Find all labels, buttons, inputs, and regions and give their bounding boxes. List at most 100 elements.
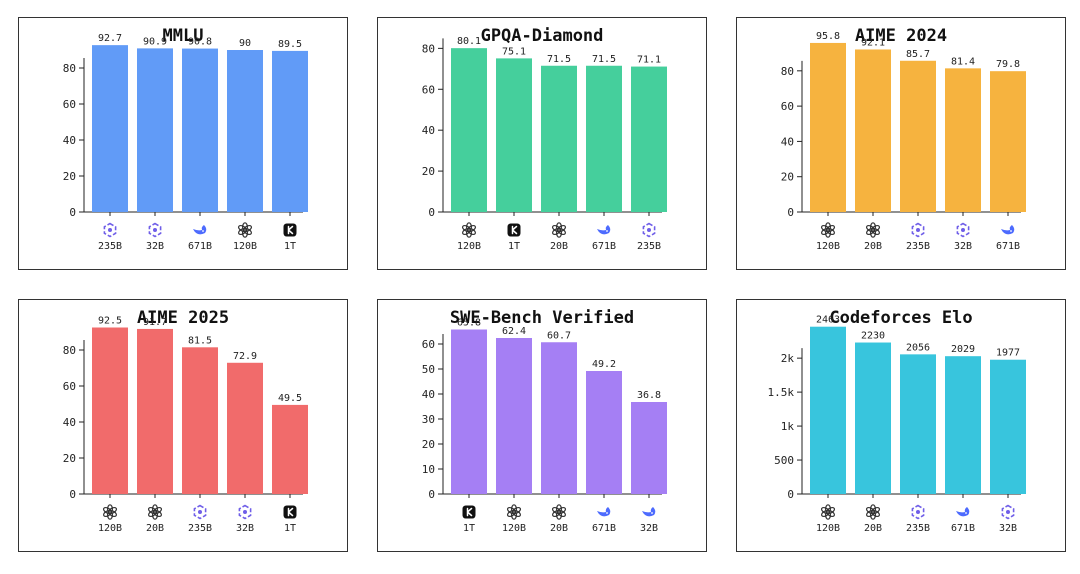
kimi-icon [283,223,297,237]
bar-235b [182,347,218,494]
data-label: 90.8 [188,37,212,48]
y-tick-label: 80 [63,62,76,75]
x-tick-label: 235B [906,241,930,252]
bar-120b [810,326,846,494]
openai-icon [820,504,836,520]
data-label: 81.5 [188,335,212,346]
y-tick-label: 0 [428,206,435,219]
data-label: 72.9 [233,351,257,362]
bar-32b [990,359,1026,494]
bar-1t [451,329,487,494]
chart-plot: 0 20 40 60 80 95.8 120B 92.1 20B 85.7 235B 81.4 32B 7… [781,31,1026,252]
x-tick-label: 32B [640,523,658,534]
qwen-icon [193,504,207,520]
bar-671b [182,48,218,212]
x-tick-label: 120B [816,523,840,534]
deepseek-icon [597,507,611,517]
y-tick-label: 0 [69,488,76,501]
y-tick-label: 2k [781,352,795,365]
data-label: 81.4 [951,56,975,67]
openai-icon [506,504,522,520]
bar-20b [541,342,577,494]
data-label: 60.7 [547,330,571,341]
y-tick-label: 1k [781,420,795,433]
data-label: 91.7 [143,317,167,328]
data-label: 2463 [816,315,840,326]
openai-icon [865,504,881,520]
data-label: 90.9 [143,36,167,47]
data-label: 49.5 [278,393,302,404]
y-tick-label: 20 [781,171,794,184]
y-tick-label: 80 [63,344,76,357]
x-tick-label: 32B [236,523,254,534]
chart-plot: 0 10 20 30 40 50 60 65.8 1T 62.4 120B 60.7 20B 49.2 67… [422,318,667,534]
bar-120b [810,42,846,212]
chart-panel-codeforces-elo: Codeforces Elo 0 500 1k 1.5k 2k 2463 120B 2230 2… [736,299,1066,552]
data-label: 92.1 [861,37,885,48]
y-tick-label: 80 [781,65,794,78]
bar-32b [945,68,981,212]
bar-671b [586,371,622,494]
openai-icon [461,222,477,238]
openai-icon [551,504,567,520]
data-label: 92.5 [98,316,122,327]
data-label: 75.1 [502,46,526,57]
bar-1t [272,50,308,213]
deepseek-icon [597,225,611,235]
qwen-icon [911,222,925,238]
y-tick-label: 10 [422,463,435,476]
y-tick-label: 30 [422,413,435,426]
data-label: 2056 [906,342,930,353]
chart-panel-gpqa-diamond: GPQA-Diamond 0 20 40 60 80 80.1 120B 75.1 1T 71.5… [377,17,707,270]
chart-title: AIME 2024 [854,26,948,46]
data-label: 1977 [996,348,1020,359]
bar-120b [227,50,263,212]
openai-icon [147,504,163,520]
chart-plot: 0 20 40 60 80 92.7 235B 90.9 32B 90.8 671B 90 120B 89… [63,33,308,252]
openai-icon [102,504,118,520]
x-tick-label: 20B [864,241,882,252]
x-tick-label: 235B [906,523,930,534]
qwen-icon [1001,504,1015,520]
data-label: 85.7 [906,49,930,60]
kimi-icon [507,223,521,237]
kimi-icon [283,505,297,519]
openai-icon [551,222,567,238]
data-label: 2230 [861,331,885,342]
bar-20b [855,49,891,213]
chart-title: MMLU [162,26,204,46]
qwen-icon [956,222,970,238]
data-label: 49.2 [592,359,616,370]
x-tick-label: 20B [550,241,568,252]
bar-20b [855,342,891,494]
chart-plot: 0 20 40 60 80 80.1 120B 75.1 1T 71.5 20B 71.5 671B 71… [422,36,667,252]
data-label: 80.1 [457,36,481,47]
x-tick-label: 120B [502,523,526,534]
chart-plot: 0 20 40 60 80 92.5 120B 91.7 20B 81.5 235B 72.9 32B 4… [63,316,308,534]
x-tick-label: 32B [999,523,1017,534]
x-tick-label: 20B [550,523,568,534]
y-tick-label: 0 [69,206,76,219]
qwen-icon [238,504,252,520]
x-tick-label: 120B [816,241,840,252]
bar-671b [586,65,622,212]
y-tick-label: 500 [774,454,794,467]
y-tick-label: 80 [422,42,435,55]
y-tick-label: 60 [63,98,76,111]
data-label: 71.1 [637,55,661,66]
x-tick-label: 671B [996,241,1020,252]
x-tick-label: 671B [592,523,616,534]
bar-120b [496,338,532,494]
x-tick-label: 235B [637,241,661,252]
bar-671b [945,356,981,494]
y-tick-label: 40 [63,416,76,429]
bar-235b [92,45,128,212]
y-tick-label: 0 [787,488,794,501]
y-tick-label: 60 [63,380,76,393]
data-label: 71.5 [547,54,571,65]
data-label: 71.5 [592,54,616,65]
x-tick-label: 1T [284,523,296,534]
bar-20b [541,65,577,212]
qwen-icon [148,222,162,238]
